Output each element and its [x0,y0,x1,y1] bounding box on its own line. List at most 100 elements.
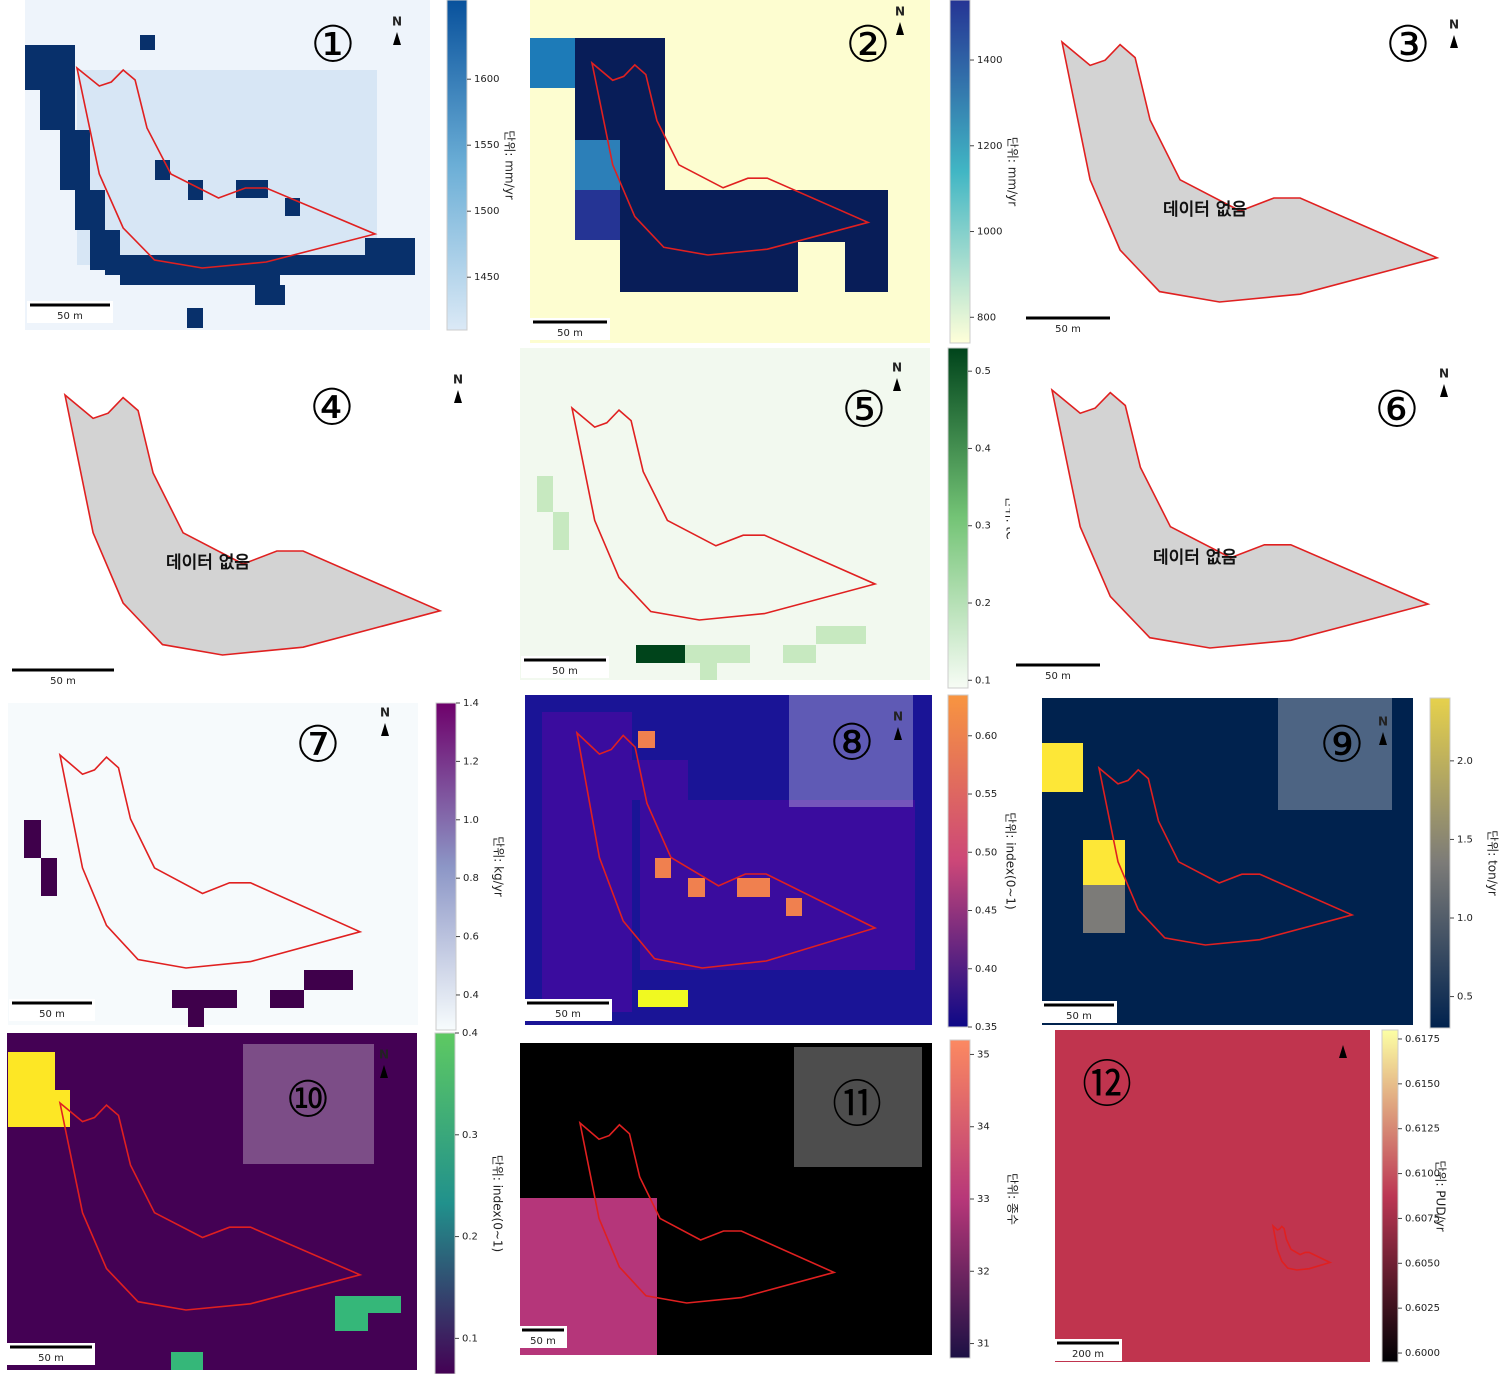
raster-cell [335,1313,368,1331]
colorbar-tick-label: 1.5 [1457,834,1473,845]
raster-cell [636,645,685,663]
north-label: N [379,1048,389,1062]
raster-cell [816,626,866,644]
colorbar-tick-label: 0.6100 [1405,1169,1440,1180]
raster-cell [255,285,285,305]
panel-number: ② [846,16,891,74]
colorbar-tick-label: 0.6050 [1405,1258,1440,1269]
panel-number: ④ [310,379,355,437]
north-label: N [1439,367,1449,381]
north-label: N [1378,715,1388,729]
colorbar-tick-label: 0.5 [975,366,991,377]
colorbar-unit: 단위: kg/yr [492,836,506,897]
site-outline [1060,39,1440,303]
raster-cell [8,1090,70,1127]
scale-label: 50 m [552,666,578,677]
colorbar [1381,1029,1399,1363]
map-panel: 데이터 없음 ③ N 50 m [1020,0,1490,343]
colorbar [947,347,969,689]
panel-number: ⑦ [296,716,341,774]
colorbar-tick-label: 1400 [977,55,1002,66]
panel-number: ③ [1386,16,1431,74]
colorbar-tick-label: 1500 [474,206,499,217]
colorbar-tick-label: 0.4 [975,443,991,454]
panel-number: ⑥ [1375,381,1420,439]
site-outline [570,405,878,621]
raster-cell [40,90,75,130]
map-panel: 데이터 없음 ⑥ N 50 m [1010,348,1490,688]
colorbar-tick-label: 0.55 [975,789,997,800]
raster-cell [236,180,268,198]
no-data-note: 데이터 없음 [1163,200,1247,220]
raster-cell [60,130,90,190]
raster-cell [688,878,705,897]
north-arrow [454,390,462,403]
raster-cell [75,190,105,230]
colorbar-tick-label: 0.2 [975,598,991,609]
raster-cell [8,1052,55,1092]
raster-cell [41,858,57,896]
colorbar-tick-label: 2.0 [1457,756,1473,767]
raster-cell [1042,743,1083,792]
raster-cell [365,238,415,273]
colorbar-tick-label: 1550 [474,140,499,151]
raster-cell [77,70,377,265]
colorbar-tick-label: 0.60 [975,731,997,742]
panel-number: ⑩ [286,1071,331,1129]
raster-cell [638,990,688,1007]
panel-number: ⑨ [1320,716,1365,774]
map-panel: ②N 50 m 800 1000 1200 1400 단위: mm/yr [530,0,1020,344]
scale-label: 50 m [530,1336,556,1347]
scale-label: 200 m [1072,1349,1104,1360]
map-panel: ⑫ 200 m 0.6000 0.6025 0.6050 0.6075 0.6100 0.61… [1054,1029,1448,1363]
map-panel: 데이터 없음 ④ N 50 m [0,350,500,690]
raster-cell [553,512,569,550]
colorbar-tick-label: 0.6150 [1405,1079,1440,1090]
north-arrow [1440,384,1448,397]
colorbar-tick-label: 1600 [474,74,499,85]
raster-cell [685,645,750,663]
raster-cell [155,160,170,180]
colorbar-tick-label: 800 [977,312,996,323]
map-background [1055,1030,1370,1362]
map-panel: ⑧ N 50 m 0.35 0.40 0.45 0.50 0.55 0.60 단위: index(… [524,694,1018,1033]
site-outline [58,752,363,969]
overlay-box [243,1044,374,1164]
north-arrow [380,1065,388,1078]
map-panel: ⑪ 50 m 31 32 33 34 35 단위: 종수 [519,1039,1020,1359]
overlay-box [1278,688,1392,810]
scale-label: 50 m [38,1353,64,1364]
raster-cell [575,190,620,240]
panel-number: ⑤ [842,381,887,439]
north-label: N [1449,18,1459,32]
colorbar-tick-label: 0.3 [462,1130,478,1141]
no-data-note: 데이터 없음 [166,553,250,573]
colorbar-tick-label: 0.1 [975,675,991,686]
raster-cell [24,820,41,858]
map-panel: ① N 50 m 1450 1500 1550 1600 단위: mm/yr [25,0,517,331]
north-arrow [393,32,401,45]
raster-cell [188,1007,204,1027]
north-arrow [893,378,901,391]
scale-label: 50 m [1066,1011,1092,1022]
colorbar-tick-label: 1450 [474,272,499,283]
colorbar-tick-label: 0.1 [462,1333,478,1344]
colorbar-tick-label: 1.2 [463,756,479,767]
overlay-box [789,695,913,807]
colorbar-unit: 단위: index(0~1) [1004,812,1018,909]
colorbar-tick-label: 0.5 [1457,992,1473,1003]
panel-number: ① [311,16,356,74]
colorbar-unit: 단위: index(0~1) [491,1155,505,1252]
panel-number: ⑫ [1082,1056,1132,1114]
raster-cell [1083,885,1125,933]
raster-cell [172,990,237,1008]
colorbar-tick-label: 1.4 [463,698,479,709]
colorbar [434,1032,456,1374]
raster-cell [542,712,632,1012]
colorbar-tick-label: 0.40 [975,964,997,975]
colorbar-tick-label: 0.6000 [1405,1348,1440,1359]
raster-cell [737,878,770,897]
scale-label: 50 m [1045,671,1071,682]
raster-cell [120,270,280,285]
site-outline [58,1100,363,1311]
